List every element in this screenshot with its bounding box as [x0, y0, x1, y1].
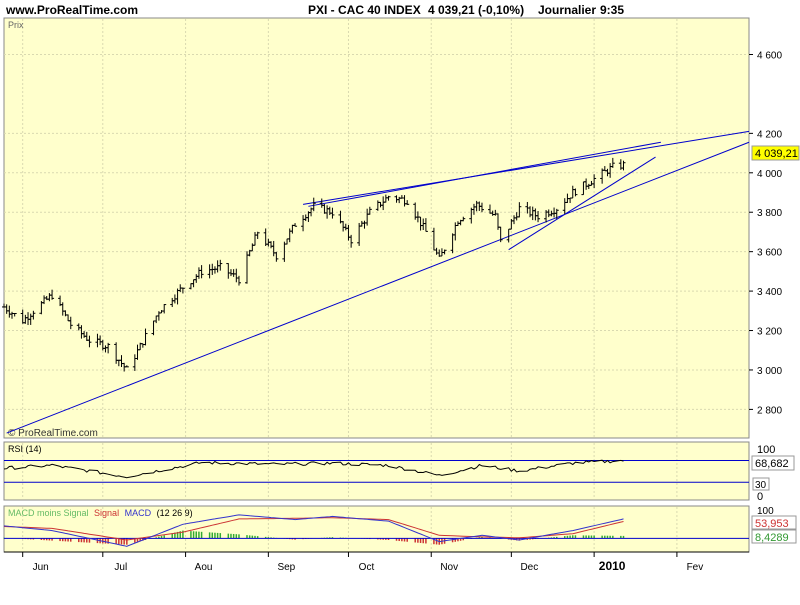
rsi-tick-30: 30 [755, 480, 767, 491]
price-tick-label: 4 600 [757, 50, 782, 61]
macd-legend-params: (12 26 9) [157, 508, 193, 518]
rsi-panel[interactable] [3, 441, 750, 501]
trendline [6, 141, 750, 434]
x-tick-label: Aou [195, 562, 213, 573]
x-tick-label: Oct [359, 562, 375, 573]
trendline [308, 141, 661, 207]
macd-diff-box [751, 529, 797, 544]
watermark: © ProRealTime.com [8, 428, 98, 439]
macd-legend-macd: MACD [125, 508, 152, 518]
trendline [508, 156, 656, 251]
price-tick-label: 2 800 [757, 405, 782, 416]
x-tick-label: Nov [440, 562, 458, 573]
trendline [302, 130, 750, 205]
price-tick-label: 3 400 [757, 287, 782, 298]
rsi-current-value: 68,682 [755, 458, 789, 470]
grid-lines [4, 19, 749, 551]
instrument-title: PXI - CAC 40 INDEX [308, 3, 421, 17]
current-price-box [751, 145, 800, 161]
price-panel[interactable] [3, 17, 750, 439]
macd-signal-box [751, 515, 797, 530]
price-tick-label: 3 200 [757, 327, 782, 338]
price-tick-label: 4 000 [757, 169, 782, 180]
rsi-label: RSI (14) [8, 444, 42, 454]
macd-line [3, 514, 624, 547]
price-tick-label: 3 000 [757, 366, 782, 377]
current-price-label: 4 039,21 [755, 148, 798, 160]
rsi-tick-100: 100 [757, 444, 775, 456]
macd-legend: MACD moins Signal Signal MACD (12 26 9) [8, 508, 193, 518]
rsi-plot [3, 459, 749, 483]
macd-signal-value: 53,953 [755, 518, 789, 530]
trendlines [6, 130, 750, 434]
x-tick-label: Dec [520, 562, 538, 573]
price-tick-label: 4 200 [757, 129, 782, 140]
macd-panel[interactable] [3, 505, 750, 553]
period-label: Journalier [538, 3, 596, 17]
price-tick-label: 3 800 [757, 208, 782, 219]
macd-diff-value: 8,4289 [755, 532, 789, 544]
macd-tick-top: 100 [757, 506, 774, 517]
price-bars [2, 157, 626, 372]
macd-legend-diff: MACD moins Signal [8, 508, 89, 518]
x-tick-label: Sep [277, 562, 295, 573]
chart-title: PXI - CAC 40 INDEX 4 039,21 (-0,10%) Jou… [308, 3, 624, 17]
rsi-value-box [751, 455, 795, 471]
x-tick-label: Jun [33, 562, 49, 573]
x-tick-label: Fev [687, 562, 704, 573]
quote-value: 4 039,21 (-0,10%) [428, 3, 524, 17]
macd-legend-signal: Signal [94, 508, 119, 518]
x-tick-label: Jul [114, 562, 127, 573]
price-axis: 2 800 3 000 3 200 3 400 3 600 3 800 4 000 4 200… [749, 50, 782, 416]
rsi-tick-0: 0 [757, 491, 763, 503]
time-axis: Jun Jul Aou Sep Oct Nov Dec 2010 Fev [4, 551, 749, 573]
site-name: www.ProRealTime.com [5, 3, 138, 17]
price-tick-label: 3 600 [757, 248, 782, 259]
macd-plot [3, 514, 749, 547]
price-panel-label: Prix [8, 20, 24, 30]
rsi-line [3, 459, 624, 479]
x-tick-label: 2010 [599, 559, 626, 573]
rsi-level-box [752, 477, 770, 491]
time-label: 9:35 [600, 3, 624, 17]
